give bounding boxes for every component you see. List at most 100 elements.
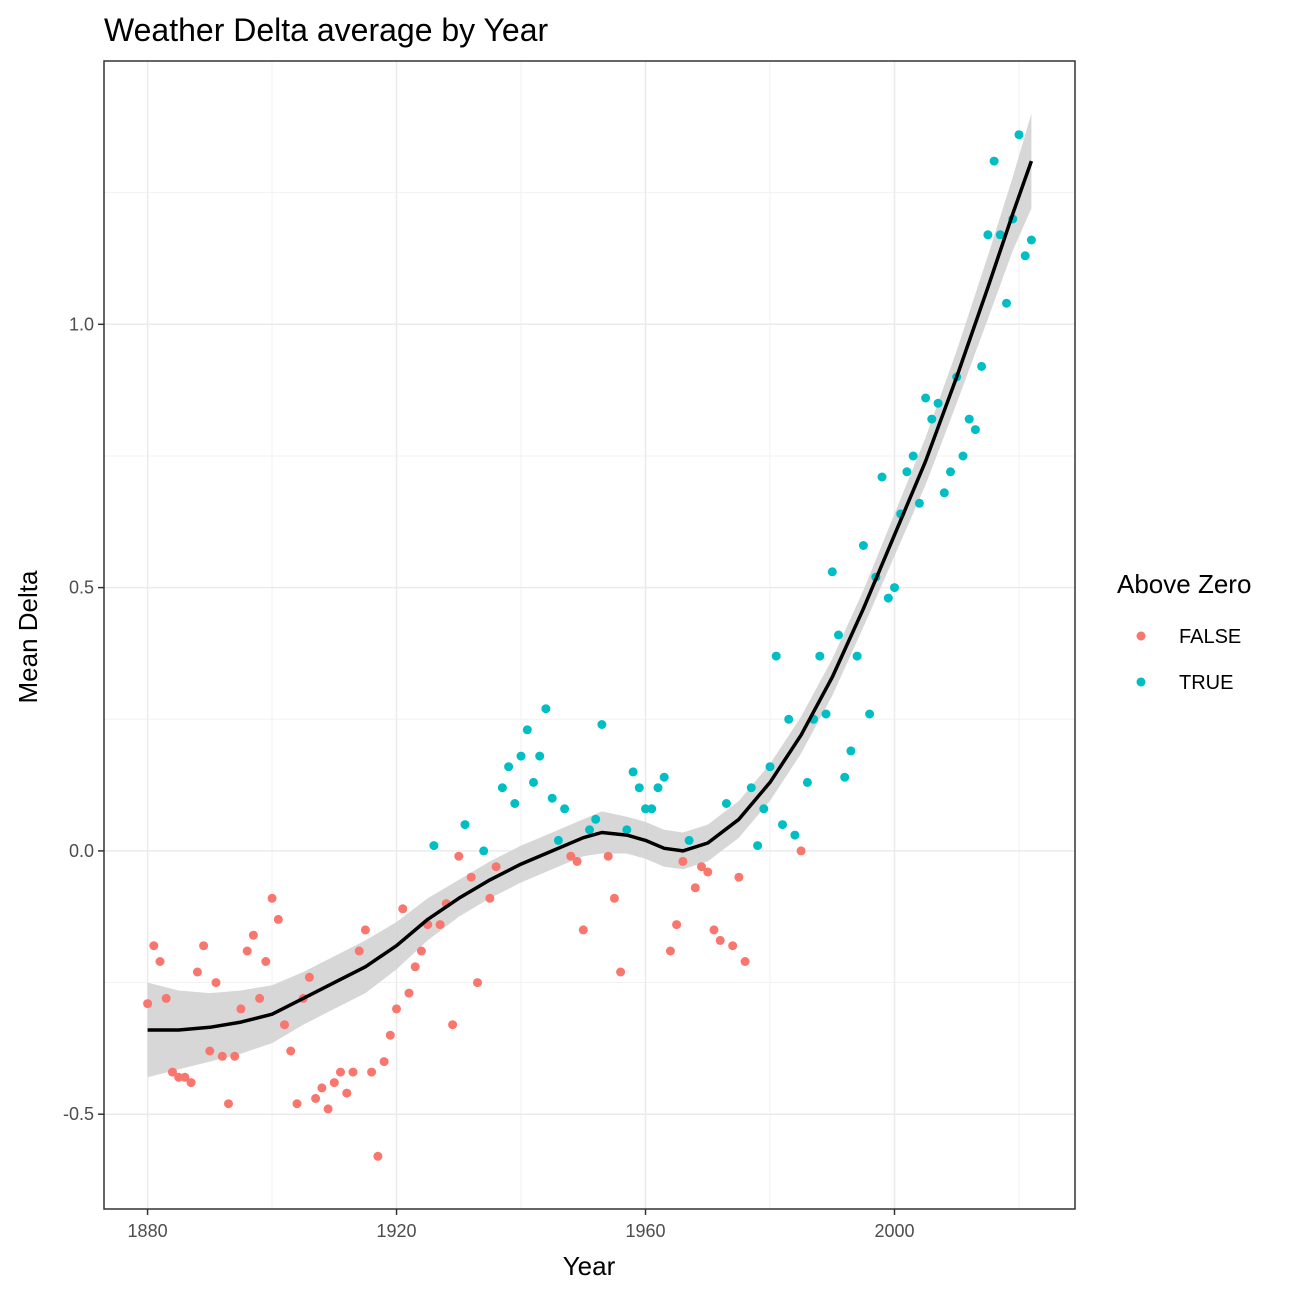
data-point-true xyxy=(946,467,955,477)
data-point-false xyxy=(379,1057,389,1067)
data-point-true xyxy=(622,825,632,835)
data-point-false xyxy=(236,1004,246,1014)
data-point-false xyxy=(466,872,476,882)
data-point-true xyxy=(815,651,825,661)
smooth-line xyxy=(147,160,1034,1032)
data-point-true xyxy=(970,425,980,435)
data-point-false xyxy=(796,846,806,856)
x-axis: 1880 1920 1960 2000 xyxy=(128,1209,915,1241)
data-point-false xyxy=(709,925,719,935)
data-point-true xyxy=(553,835,563,845)
data-point-false xyxy=(174,1072,184,1082)
data-point-false xyxy=(715,935,725,945)
legend-key-false xyxy=(1136,631,1146,641)
legend: Above Zero FALSE TRUE xyxy=(1117,569,1251,694)
data-point-false xyxy=(672,920,682,930)
data-point-false xyxy=(728,941,738,951)
data-point-true xyxy=(877,472,887,482)
data-point-true xyxy=(753,841,763,851)
data-point-false xyxy=(168,1067,177,1077)
data-point-false xyxy=(578,925,588,935)
data-point-false xyxy=(367,1067,377,1077)
data-point-false xyxy=(373,1151,383,1161)
data-point-true xyxy=(834,630,843,640)
data-point-false xyxy=(280,1020,289,1030)
data-point-false xyxy=(342,1088,352,1098)
data-point-true xyxy=(765,762,775,772)
data-point-true xyxy=(746,783,756,793)
data-point-true xyxy=(908,451,918,461)
data-point-true xyxy=(597,720,607,729)
data-point-true xyxy=(547,793,557,803)
data-point-true xyxy=(1020,251,1030,261)
data-point-false xyxy=(199,941,209,951)
data-point-false xyxy=(329,1078,339,1088)
data-point-true xyxy=(1014,130,1024,140)
y-tick-label: 0.0 xyxy=(69,841,94,861)
data-point-false xyxy=(186,1078,196,1088)
data-point-false xyxy=(348,1067,358,1077)
data-point-false xyxy=(336,1067,345,1077)
data-point-true xyxy=(647,804,657,814)
data-point-true xyxy=(958,451,968,461)
data-point-false xyxy=(690,883,700,893)
data-point-false xyxy=(292,1099,302,1109)
data-point-true xyxy=(964,414,974,424)
panel-border xyxy=(103,60,1076,1210)
data-point-true xyxy=(721,799,731,808)
data-point-false xyxy=(360,925,370,935)
data-point-false xyxy=(416,946,426,956)
data-point-true xyxy=(989,156,999,166)
data-point-true xyxy=(771,651,781,661)
data-point-false xyxy=(224,1099,233,1109)
y-tick-label: -0.5 xyxy=(63,1104,94,1124)
data-point-false xyxy=(435,920,445,930)
data-point-false xyxy=(230,1051,240,1061)
data-point-false xyxy=(304,972,314,982)
data-point-false xyxy=(192,967,202,977)
data-point-false xyxy=(385,1030,395,1040)
data-point-false xyxy=(255,993,265,1003)
y-axis: -0.5 0.0 0.5 1.0 xyxy=(63,314,104,1124)
data-point-false xyxy=(398,904,408,914)
data-point-true xyxy=(460,820,470,830)
data-point-true xyxy=(628,767,638,777)
data-point-true xyxy=(840,772,850,782)
data-point-false xyxy=(485,893,495,903)
data-point-true xyxy=(933,398,943,408)
data-point-false xyxy=(211,978,221,988)
legend-key-true xyxy=(1136,677,1146,687)
data-point-true xyxy=(591,814,601,824)
data-points xyxy=(143,130,1036,1161)
x-tick-label: 2000 xyxy=(874,1221,914,1241)
data-point-true xyxy=(852,651,862,661)
data-point-true xyxy=(983,230,993,240)
data-point-false xyxy=(697,862,706,872)
x-tick-label: 1920 xyxy=(377,1221,417,1241)
data-point-false xyxy=(734,872,744,882)
data-point-true xyxy=(921,393,931,403)
data-point-false xyxy=(678,856,688,866)
data-point-false xyxy=(242,946,252,956)
data-point-true xyxy=(927,414,937,424)
data-point-true xyxy=(1026,235,1036,245)
data-point-false xyxy=(448,1020,458,1030)
data-point-false xyxy=(572,856,582,866)
data-point-false xyxy=(566,851,576,861)
data-point-true xyxy=(802,777,812,787)
data-point-false xyxy=(286,1046,296,1056)
data-point-false xyxy=(603,851,613,861)
data-point-true xyxy=(865,709,875,719)
x-tick-label: 1880 xyxy=(128,1221,168,1241)
data-point-true xyxy=(858,541,868,550)
data-point-false xyxy=(404,988,414,998)
data-point-false xyxy=(473,978,482,988)
data-point-false xyxy=(454,851,464,861)
data-point-false xyxy=(161,993,171,1003)
data-point-true xyxy=(504,762,514,772)
data-point-true xyxy=(883,593,893,603)
data-point-true xyxy=(634,783,644,793)
data-point-true xyxy=(585,825,594,835)
data-point-true xyxy=(977,361,987,371)
